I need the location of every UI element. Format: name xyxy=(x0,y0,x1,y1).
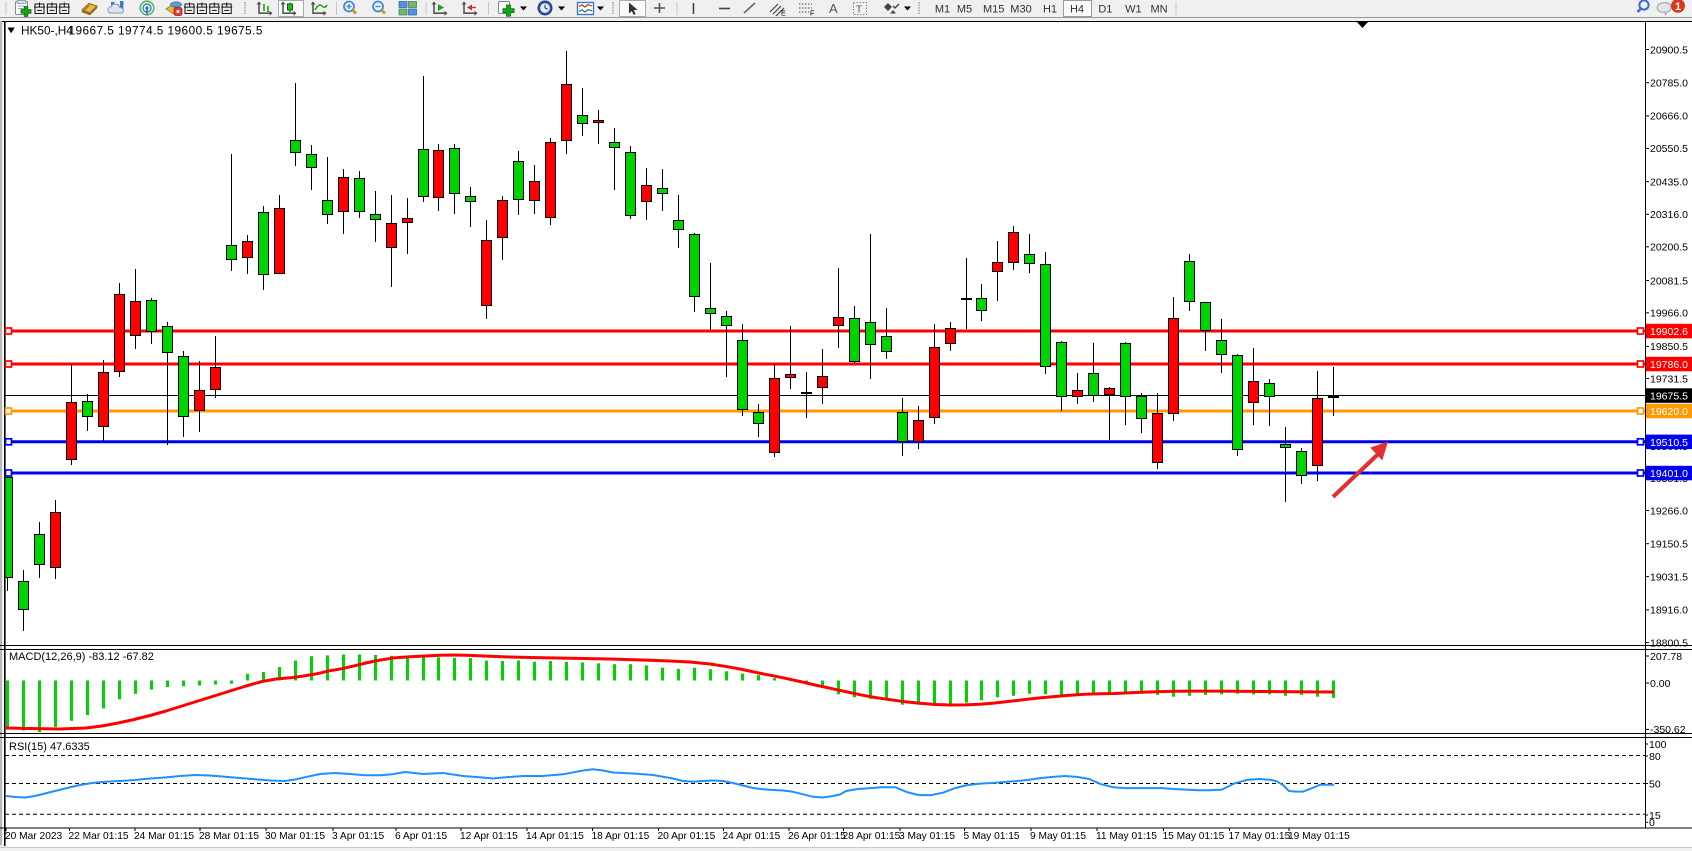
svg-text:24 Apr 01:15: 24 Apr 01:15 xyxy=(723,831,781,842)
svg-text:14 Apr 01:15: 14 Apr 01:15 xyxy=(526,831,584,842)
svg-text:28 Mar 01:15: 28 Mar 01:15 xyxy=(199,831,259,842)
svg-text:MACD(12,26,9) -83.12 -67.82: MACD(12,26,9) -83.12 -67.82 xyxy=(9,651,154,663)
svg-text:20435.0: 20435.0 xyxy=(1650,176,1688,188)
svg-text:15 May 01:15: 15 May 01:15 xyxy=(1163,831,1225,842)
svg-text:M30: M30 xyxy=(1010,4,1031,16)
svg-text:3 Apr 01:15: 3 Apr 01:15 xyxy=(332,831,384,842)
svg-text:12 Apr 01:15: 12 Apr 01:15 xyxy=(460,831,518,842)
svg-text:-350.62: -350.62 xyxy=(1650,724,1686,736)
svg-text:30 Mar 01:15: 30 Mar 01:15 xyxy=(265,831,325,842)
svg-text:18916.0: 18916.0 xyxy=(1650,605,1688,617)
svg-text:11 May 01:15: 11 May 01:15 xyxy=(1096,831,1157,842)
svg-text:3 May 01:15: 3 May 01:15 xyxy=(899,831,955,842)
svg-text:20200.5: 20200.5 xyxy=(1650,242,1688,254)
svg-text:19675.5: 19675.5 xyxy=(1650,391,1688,403)
svg-text:5 May 01:15: 5 May 01:15 xyxy=(964,831,1020,842)
svg-text:19731.5: 19731.5 xyxy=(1650,373,1688,385)
svg-text:1: 1 xyxy=(1675,1,1681,13)
svg-text:D1: D1 xyxy=(1098,4,1112,16)
svg-text:26 Apr 01:15: 26 Apr 01:15 xyxy=(788,831,846,842)
svg-text:20550.5: 20550.5 xyxy=(1650,143,1688,155)
svg-text:80: 80 xyxy=(1649,751,1661,763)
svg-text:9 May 01:15: 9 May 01:15 xyxy=(1030,831,1086,842)
svg-text:20 Apr 01:15: 20 Apr 01:15 xyxy=(658,831,716,842)
svg-text:18 Apr 01:15: 18 Apr 01:15 xyxy=(592,831,650,842)
svg-text:207.78: 207.78 xyxy=(1650,651,1682,663)
svg-text:20900.5: 20900.5 xyxy=(1650,44,1688,56)
svg-text:W1: W1 xyxy=(1125,4,1142,16)
svg-text:50: 50 xyxy=(1649,778,1661,790)
svg-text:E: E xyxy=(781,11,786,18)
svg-text:18800.5: 18800.5 xyxy=(1650,637,1688,649)
svg-text:F: F xyxy=(810,11,814,18)
svg-text:M5: M5 xyxy=(957,4,972,16)
svg-text:100: 100 xyxy=(1649,739,1667,751)
svg-text:MN: MN xyxy=(1150,4,1167,16)
svg-text:20081.5: 20081.5 xyxy=(1650,275,1688,287)
svg-text:28 Apr 01:15: 28 Apr 01:15 xyxy=(843,831,901,842)
svg-text:20666.0: 20666.0 xyxy=(1650,111,1688,123)
svg-text:20316.0: 20316.0 xyxy=(1650,209,1688,221)
svg-text:H4: H4 xyxy=(1070,4,1084,16)
svg-text:19786.0: 19786.0 xyxy=(1650,359,1688,371)
svg-text:19620.0: 19620.0 xyxy=(1650,406,1688,418)
svg-text:HK50-,H4: HK50-,H4 xyxy=(21,24,73,38)
svg-text:A: A xyxy=(829,1,838,16)
svg-text:19031.5: 19031.5 xyxy=(1650,571,1688,583)
svg-text:0: 0 xyxy=(1649,817,1655,829)
svg-text:19510.5: 19510.5 xyxy=(1650,437,1688,449)
svg-text:19902.6: 19902.6 xyxy=(1650,326,1688,338)
svg-text:T: T xyxy=(856,5,862,16)
svg-text:19150.5: 19150.5 xyxy=(1650,539,1688,551)
svg-text:M15: M15 xyxy=(983,4,1004,16)
svg-text:20 Mar 2023: 20 Mar 2023 xyxy=(5,831,63,842)
svg-text:0.00: 0.00 xyxy=(1650,678,1671,690)
svg-text:6 Apr 01:15: 6 Apr 01:15 xyxy=(395,831,447,842)
svg-text:22 Mar 01:15: 22 Mar 01:15 xyxy=(69,831,129,842)
svg-text:19850.5: 19850.5 xyxy=(1650,341,1688,353)
svg-text:H1: H1 xyxy=(1043,4,1057,16)
svg-text:15: 15 xyxy=(1649,810,1661,822)
svg-text:RSI(15) 47.6335: RSI(15) 47.6335 xyxy=(9,741,90,753)
svg-text:20785.0: 20785.0 xyxy=(1650,78,1688,90)
svg-text:24 Mar 01:15: 24 Mar 01:15 xyxy=(134,831,194,842)
svg-text:17 May 01:15: 17 May 01:15 xyxy=(1229,831,1291,842)
svg-text:19266.0: 19266.0 xyxy=(1650,505,1688,517)
svg-text:19401.0: 19401.0 xyxy=(1650,468,1688,480)
svg-text:19 May 01:15: 19 May 01:15 xyxy=(1288,831,1350,842)
svg-text:19667.5 19774.5 19600.5 19675.: 19667.5 19774.5 19600.5 19675.5 xyxy=(69,24,263,38)
svg-text:19966.0: 19966.0 xyxy=(1650,308,1688,320)
svg-text:M1: M1 xyxy=(935,4,950,16)
